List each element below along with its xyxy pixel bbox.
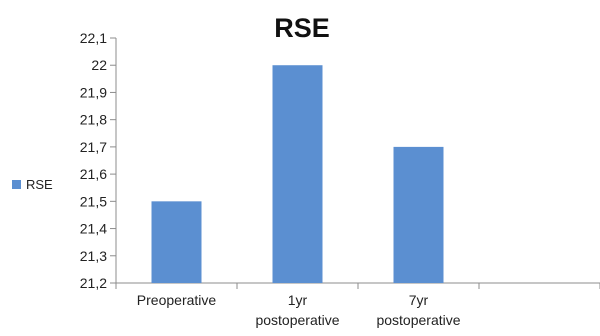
bar — [272, 65, 323, 283]
y-tick-label: 21,9 — [80, 84, 107, 100]
y-axis: 21,2 21,3 21,4 21,5 21,6 21,7 21,8 21,9 22 22,1 — [80, 30, 117, 291]
x-axis: Preoperative 1yr postoperative 7yr postopera… — [115, 282, 600, 328]
y-tick-label: 21,5 — [80, 193, 107, 209]
x-tick-label: postoperative — [255, 312, 339, 328]
x-tick-label: 1yr — [288, 292, 308, 308]
y-tick-label: 22 — [91, 57, 107, 73]
legend-swatch — [12, 180, 21, 189]
x-tick-label: 7yr — [409, 292, 429, 308]
legend: RSE — [12, 177, 53, 192]
y-tick-label: 21,8 — [80, 112, 107, 128]
bar-series — [151, 65, 444, 283]
y-tick-label: 21,4 — [80, 221, 107, 237]
y-tick-label: 21,6 — [80, 166, 107, 182]
y-tick-label: 21,7 — [80, 139, 107, 155]
chart-title: RSE — [274, 13, 330, 43]
legend-label: RSE — [26, 177, 53, 192]
y-tick-label: 21,3 — [80, 248, 107, 264]
y-tick-label: 21,2 — [80, 275, 107, 291]
x-tick-label: postoperative — [376, 312, 460, 328]
bar — [151, 201, 202, 283]
x-tick-label: Preoperative — [137, 292, 217, 308]
bar — [393, 146, 444, 283]
y-tick-label: 22,1 — [80, 30, 107, 46]
